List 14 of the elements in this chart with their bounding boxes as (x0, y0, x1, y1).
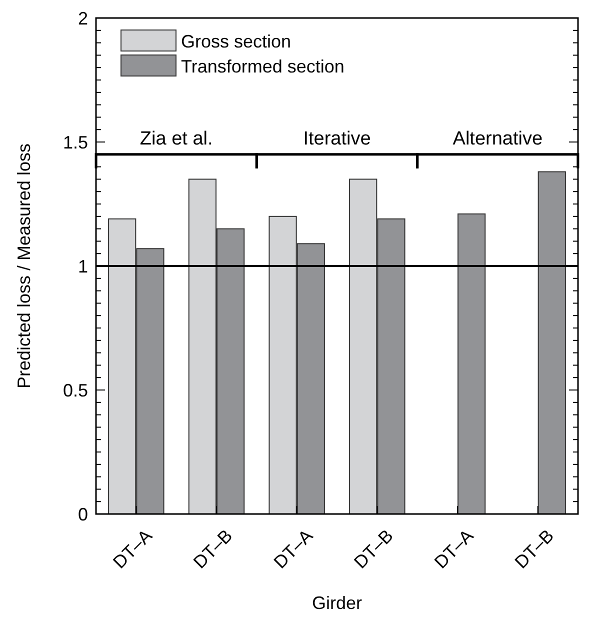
annotation: Zia et al. (140, 128, 213, 150)
y-tick-label: 1.5 (62, 132, 88, 152)
y-tick-label: 0.5 (62, 380, 88, 400)
y-tick-label: 1 (78, 256, 88, 276)
annotation: Alternative (452, 128, 543, 150)
legend-label: Transformed section (181, 56, 344, 76)
bar (538, 171, 566, 514)
x-axis-title: Girder (312, 593, 362, 613)
y-tick-label: 2 (78, 8, 88, 28)
y-tick-label: 0 (78, 504, 88, 524)
legend-label: Gross section (181, 31, 292, 52)
y-axis-title: Predicted loss / Measured loss (14, 143, 34, 389)
annotation: Iterative (303, 128, 371, 150)
bar (458, 213, 486, 514)
